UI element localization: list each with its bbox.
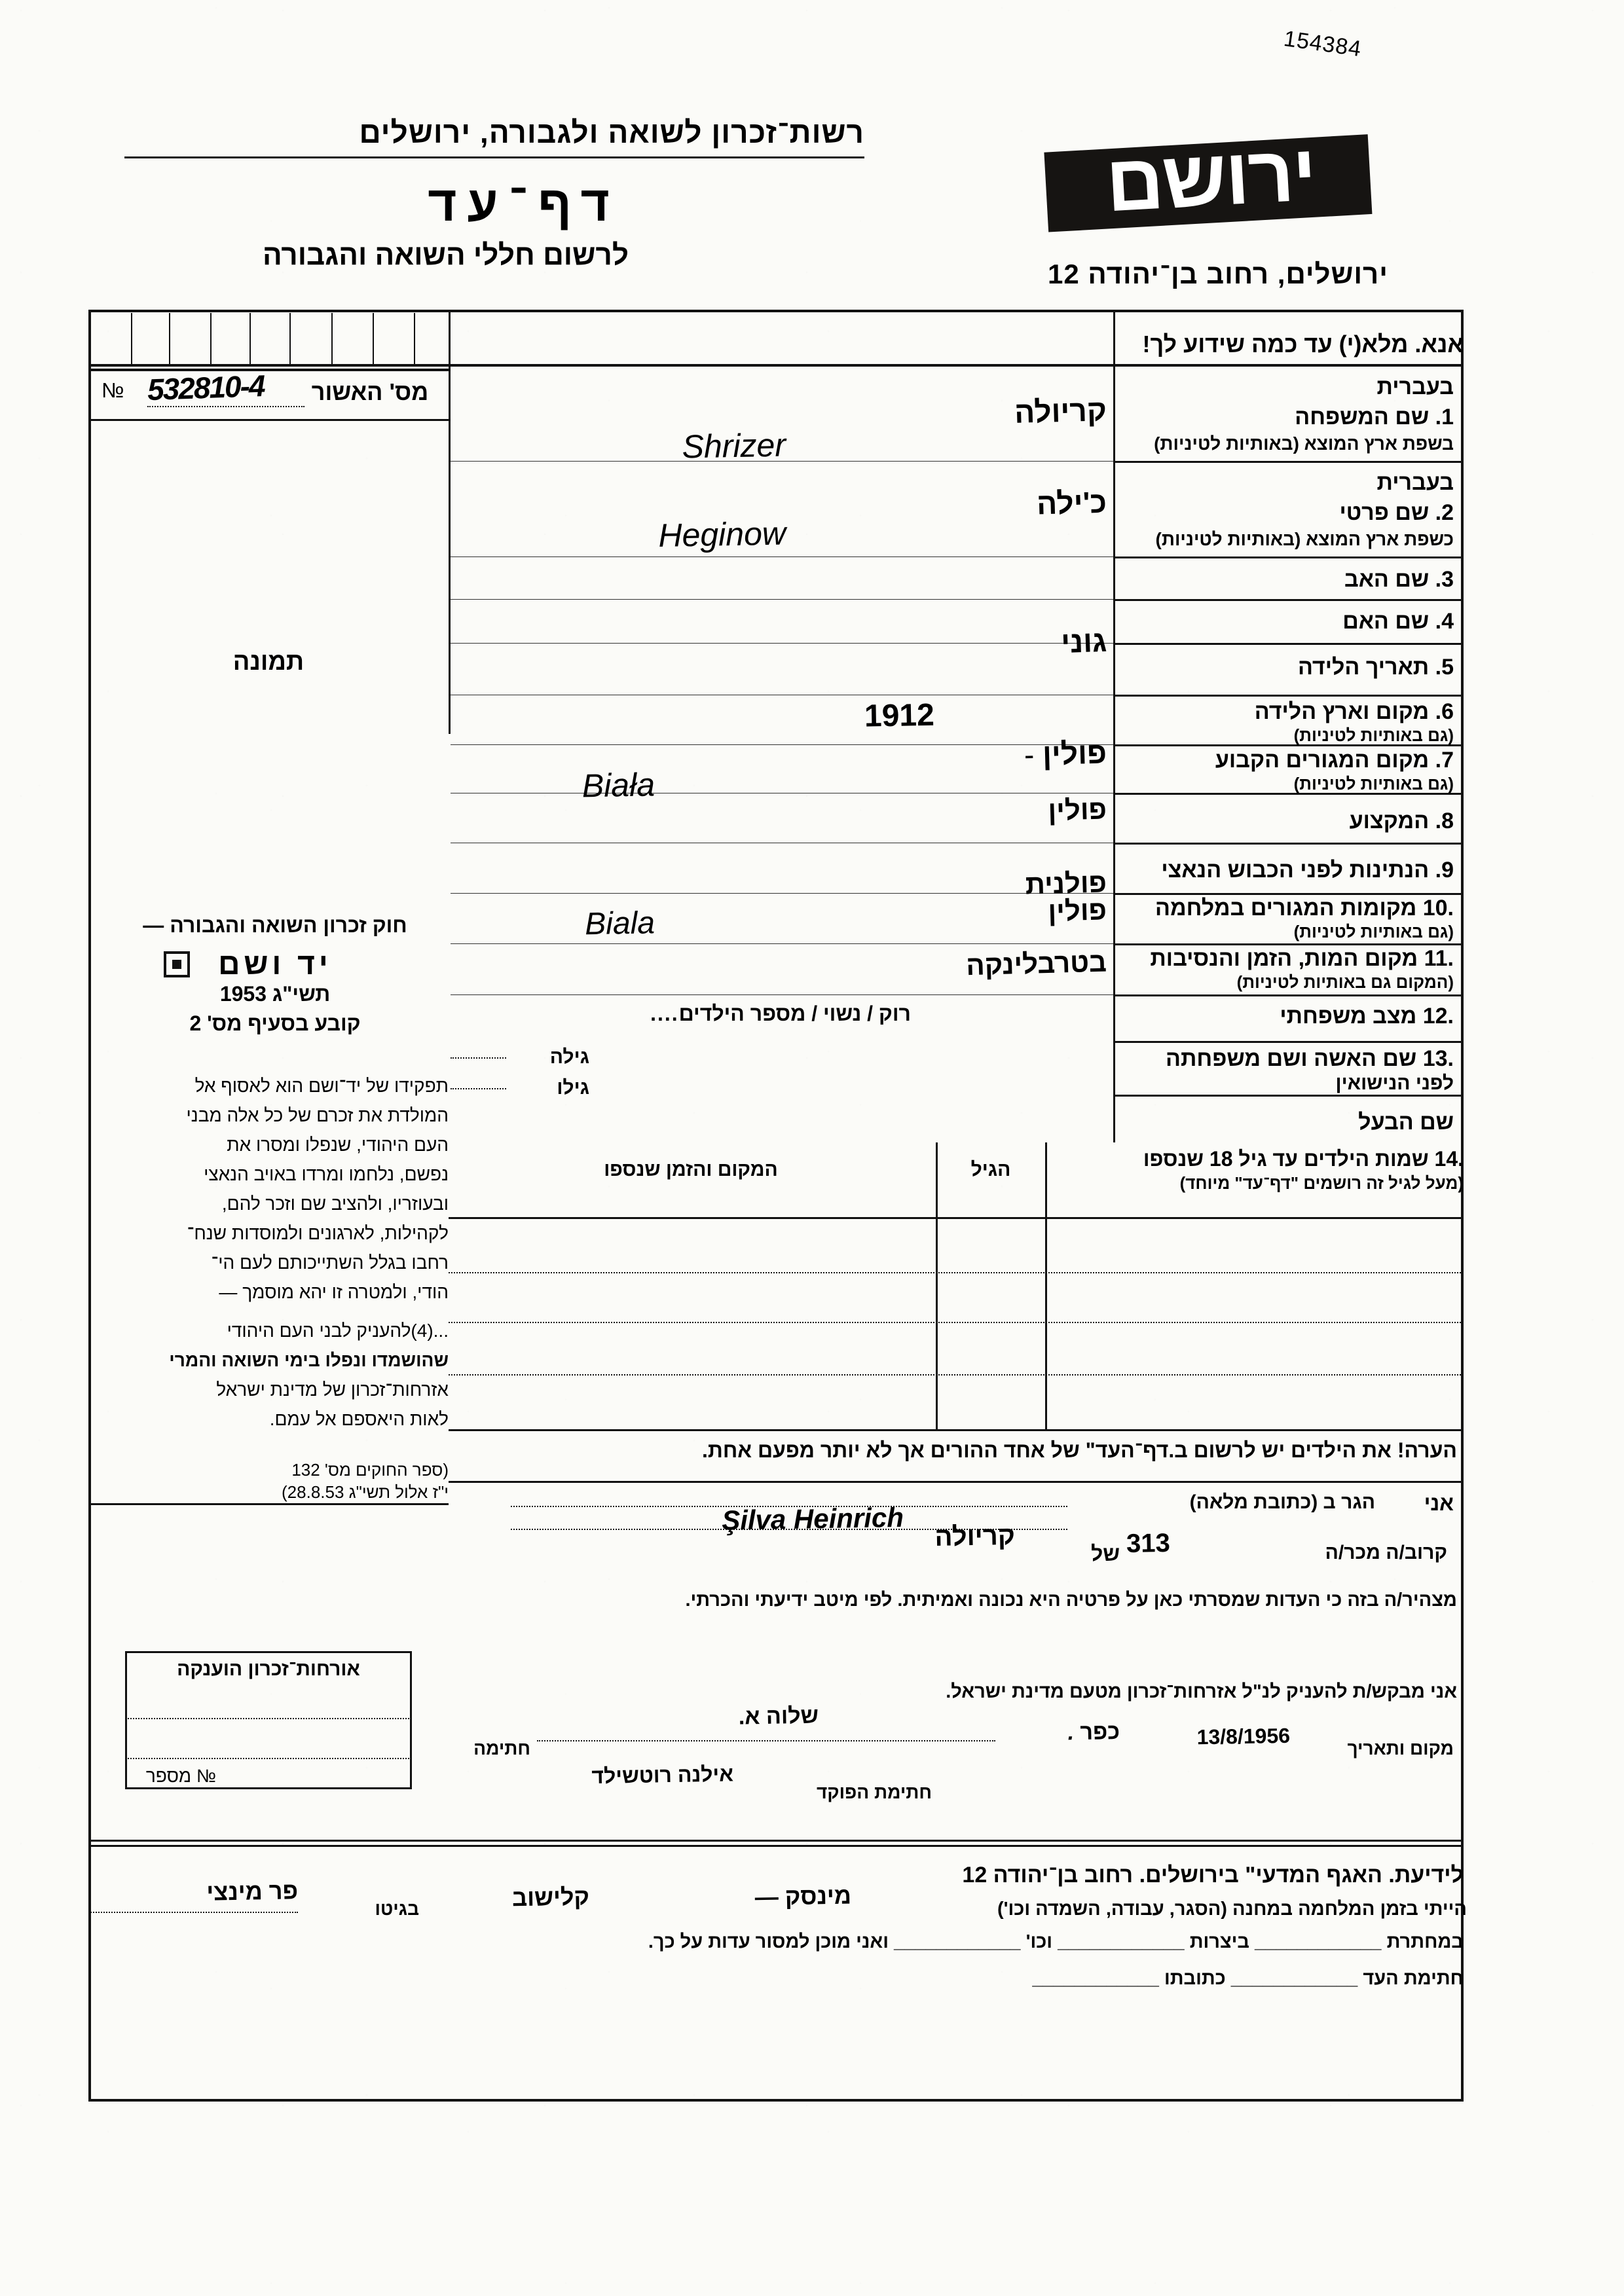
svg-text:ירושם: ירושם bbox=[1103, 128, 1318, 228]
